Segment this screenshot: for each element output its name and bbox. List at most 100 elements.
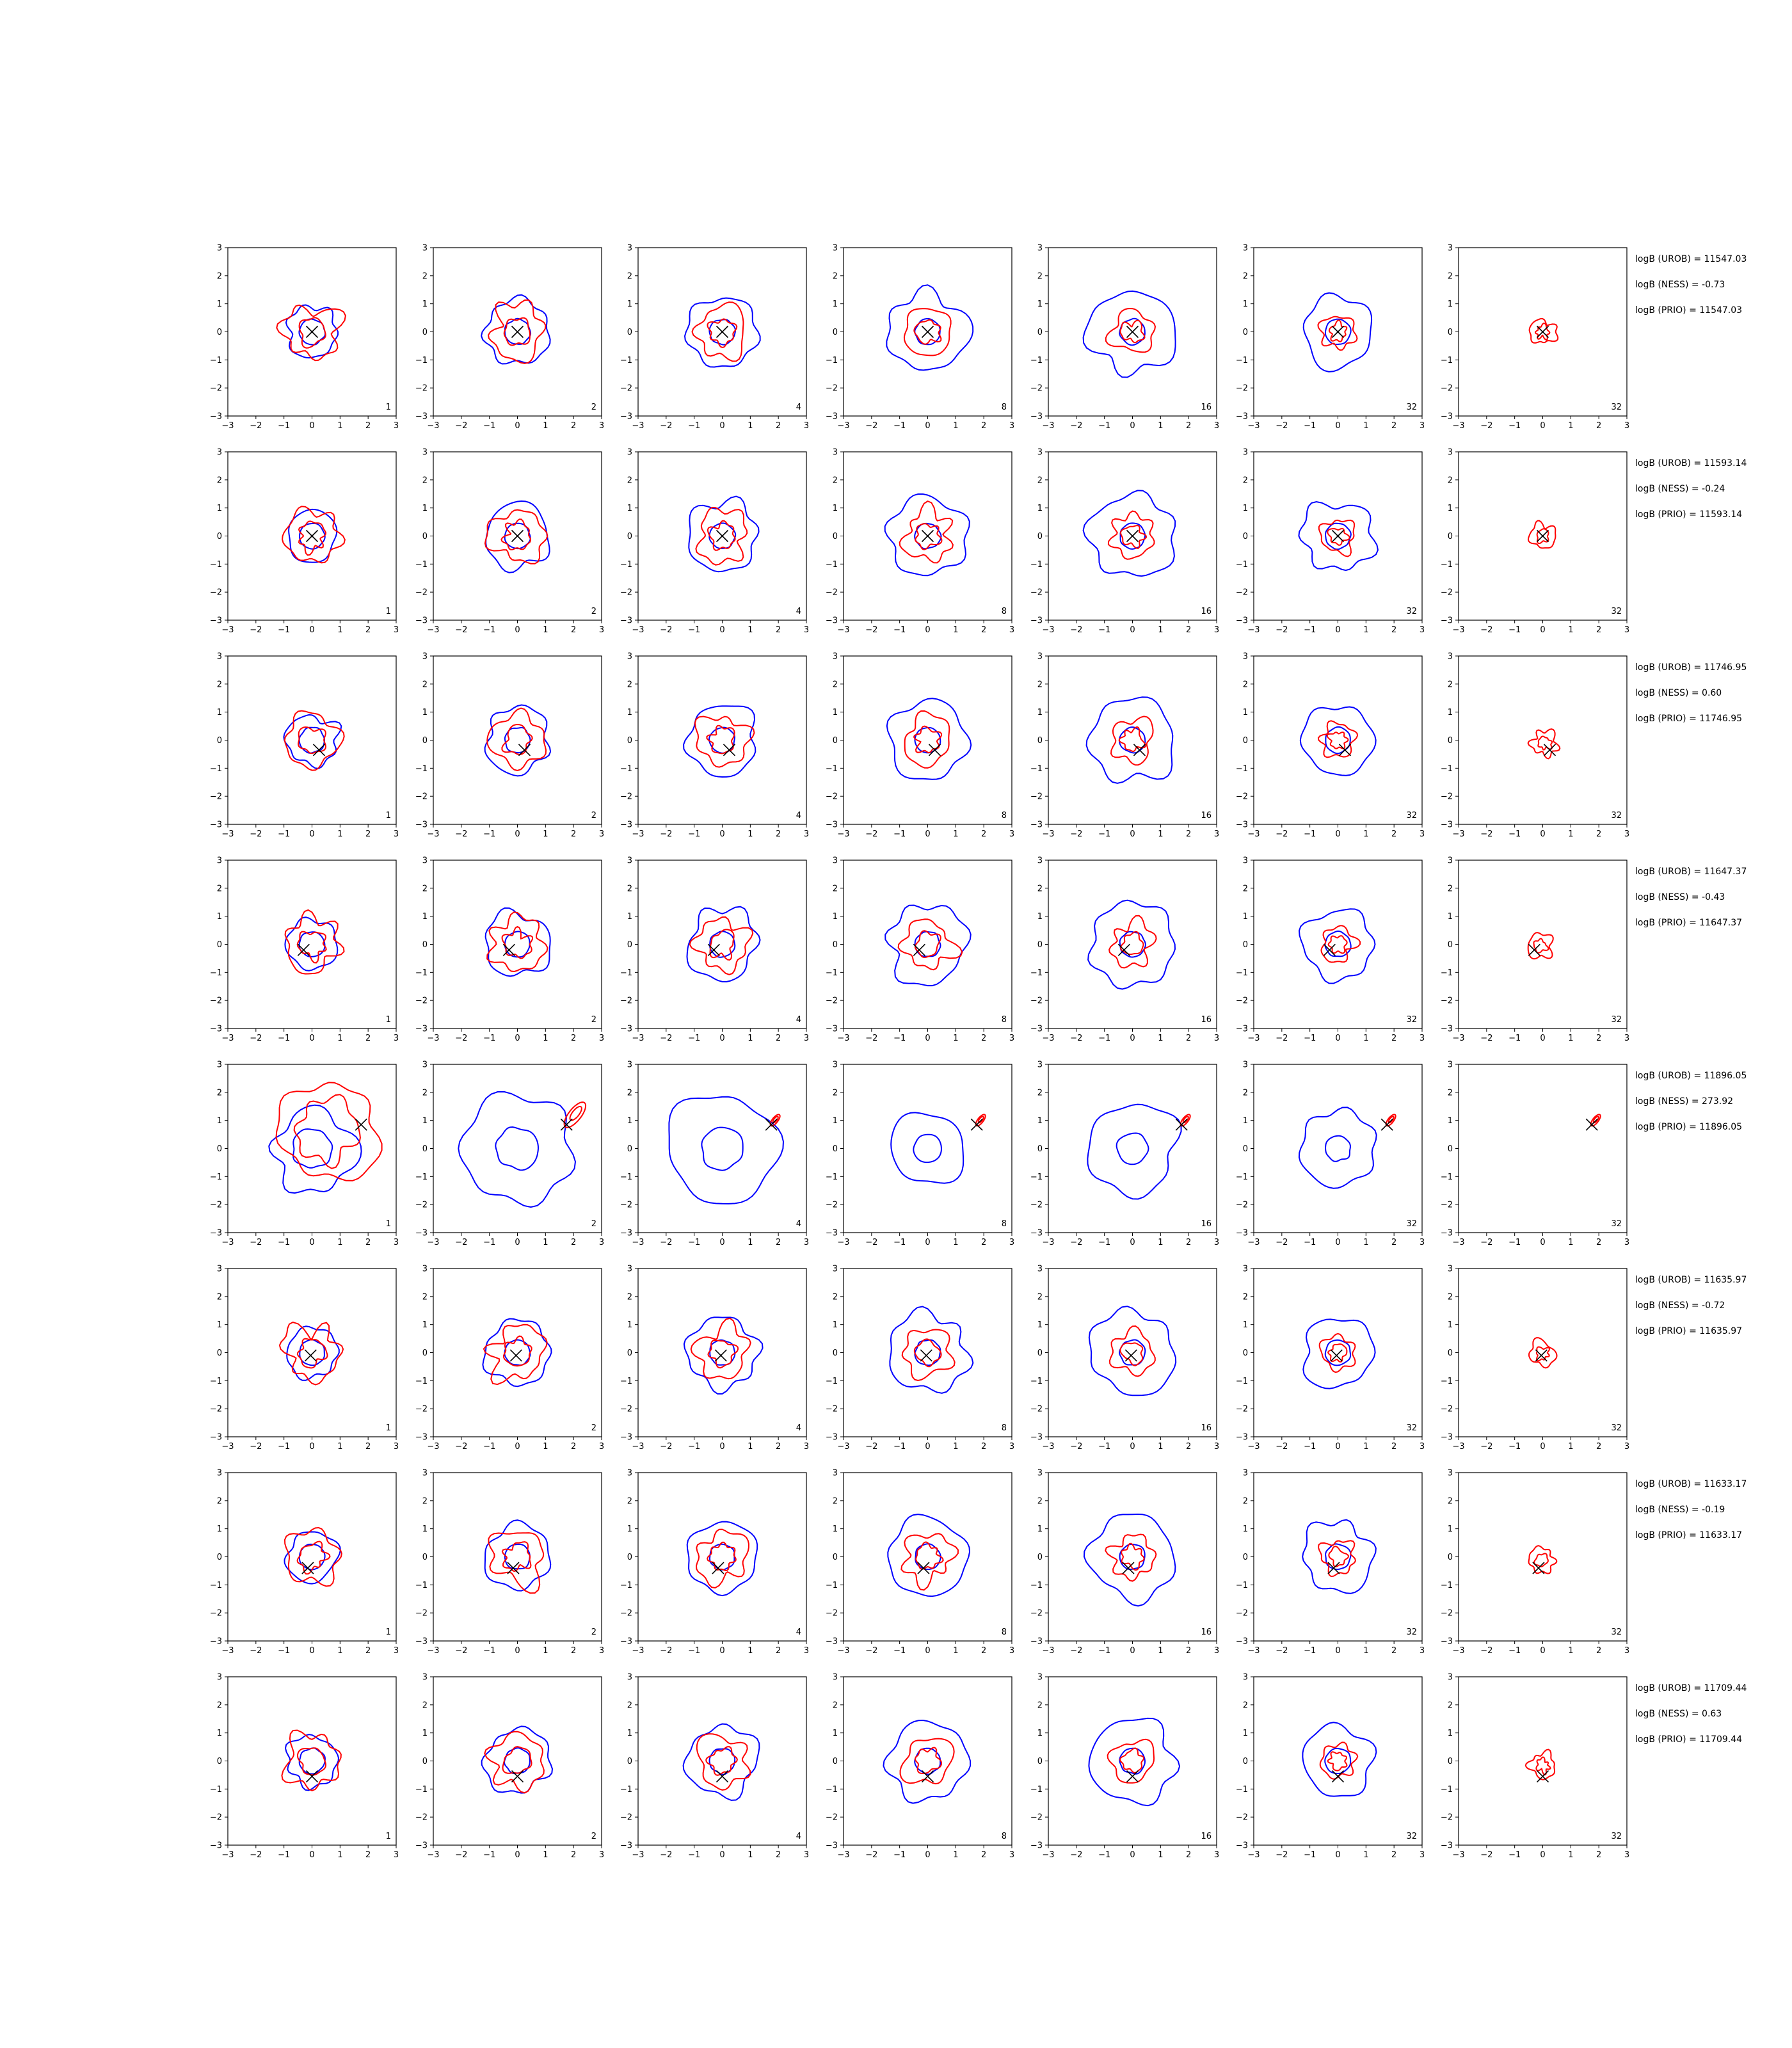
blue-contour-inner: [1325, 1135, 1351, 1162]
y-tick-label: 1: [627, 912, 632, 922]
y-tick-label: −3: [1441, 1025, 1453, 1034]
y-tick-label: −3: [1030, 412, 1043, 422]
y-tick-label: 0: [1037, 736, 1043, 746]
red-contour-inner: [501, 723, 533, 755]
red-contour-outer: [694, 716, 755, 768]
x-tick-label: 0: [719, 625, 724, 635]
y-tick-label: 2: [217, 680, 222, 689]
sample-size-label: 2: [591, 811, 596, 820]
x-tick-label: 2: [1186, 1034, 1191, 1043]
red-contour-inner: [914, 1747, 942, 1774]
blue-contour-inner: [299, 1339, 325, 1366]
x-tick-label: −3: [837, 625, 849, 635]
y-tick-label: 2: [422, 271, 428, 281]
y-tick-label: 0: [422, 940, 428, 950]
x-tick-label: −1: [1304, 1238, 1316, 1247]
y-tick-label: 3: [422, 652, 428, 662]
red-contour-outer: [486, 707, 547, 772]
y-tick-label: −3: [210, 616, 222, 626]
red-contour-outer: [1317, 1540, 1356, 1578]
logb-stat: logB (UROB) = 11896.05: [1635, 1071, 1747, 1081]
y-tick-label: 3: [422, 244, 428, 253]
x-tick-label: 2: [1391, 1034, 1396, 1043]
y-tick-label: 2: [422, 680, 428, 689]
red-contour-outer: [1527, 728, 1561, 760]
y-tick-label: −1: [620, 356, 632, 365]
y-tick-label: 0: [627, 736, 632, 746]
red-contour-inner: [915, 523, 943, 550]
x-tick-label: 0: [1335, 1850, 1340, 1860]
sample-size-label: 8: [1002, 811, 1007, 820]
x-tick-label: 0: [515, 1442, 520, 1452]
y-tick-label: 2: [217, 1700, 222, 1710]
axes-frame: [637, 860, 807, 1029]
x-tick-label: 3: [1009, 1442, 1014, 1452]
sample-size-label: 4: [796, 1628, 801, 1637]
x-tick-label: 1: [1568, 1646, 1573, 1656]
x-tick-label: 3: [599, 1646, 604, 1656]
blue-contour-outer: [1298, 500, 1379, 572]
red-contour-outer: [282, 506, 346, 564]
x-tick-label: 2: [1391, 1646, 1396, 1656]
x-tick-label: 1: [1158, 1238, 1163, 1247]
x-tick-label: −3: [1042, 1850, 1054, 1860]
true-location-marker: [507, 1562, 520, 1574]
x-tick-label: 2: [776, 1442, 781, 1452]
x-tick-label: −3: [427, 1034, 439, 1043]
y-tick-label: 0: [422, 1553, 428, 1562]
x-tick-label: −2: [1070, 1442, 1082, 1452]
sample-size-label: 8: [1002, 403, 1007, 412]
x-tick-label: 0: [1335, 625, 1340, 635]
x-tick-label: 0: [719, 1442, 724, 1452]
x-tick-label: −3: [1042, 421, 1054, 431]
y-tick-label: 3: [833, 448, 838, 458]
sample-size-label: 1: [386, 1628, 391, 1637]
blue-contour-outer: [886, 284, 974, 371]
y-tick-label: 1: [1448, 1116, 1453, 1126]
axes-frame: [1458, 1676, 1628, 1846]
x-tick-label: 1: [1158, 1442, 1163, 1452]
sample-size-label: 2: [591, 1832, 596, 1841]
red-contour-inner: [296, 1540, 331, 1575]
blue-contour-inner: [708, 319, 737, 346]
y-tick-label: −1: [210, 560, 222, 570]
row-7: −3−3−2−2−1−1001122331−3−3−2−2−1−10011223…: [210, 1469, 1747, 1656]
x-tick-label: 0: [515, 1238, 520, 1247]
y-tick-label: −1: [620, 560, 632, 570]
y-tick-label: −3: [210, 1025, 222, 1034]
x-tick-label: 0: [1540, 421, 1545, 431]
x-tick-label: −1: [1304, 1034, 1316, 1043]
y-tick-label: 0: [1448, 736, 1453, 746]
x-tick-label: −1: [893, 1850, 906, 1860]
y-tick-label: 3: [1243, 1469, 1248, 1478]
red-contour-outer: [281, 1729, 342, 1791]
true-location-marker: [913, 943, 925, 956]
x-tick-label: −2: [455, 625, 467, 635]
y-tick-label: 0: [627, 1144, 632, 1154]
red-contour-outer: [1524, 1748, 1556, 1780]
y-tick-label: 1: [627, 1729, 632, 1738]
y-tick-label: −1: [1236, 1172, 1248, 1182]
sample-size-label: 1: [386, 607, 391, 616]
x-tick-label: 1: [1158, 1850, 1163, 1860]
true-location-marker: [716, 1770, 729, 1783]
y-tick-label: −3: [826, 1433, 838, 1443]
sample-size-label: 16: [1201, 1628, 1212, 1637]
y-tick-label: −3: [415, 1841, 428, 1851]
y-tick-label: 3: [1448, 1469, 1453, 1478]
x-tick-label: −2: [660, 829, 672, 839]
y-tick-label: 1: [833, 1524, 838, 1534]
true-location-marker: [1532, 1562, 1545, 1574]
y-tick-label: −3: [1441, 820, 1453, 830]
y-tick-label: −3: [210, 412, 222, 422]
x-tick-label: 3: [599, 1034, 604, 1043]
x-tick-label: 2: [1186, 1442, 1191, 1452]
row-5: −3−3−2−2−1−1001122331−3−3−2−2−1−10011223…: [210, 1060, 1747, 1248]
x-tick-label: 0: [1335, 1646, 1340, 1656]
x-tick-label: 2: [1186, 421, 1191, 431]
sample-size-label: 16: [1201, 403, 1212, 412]
